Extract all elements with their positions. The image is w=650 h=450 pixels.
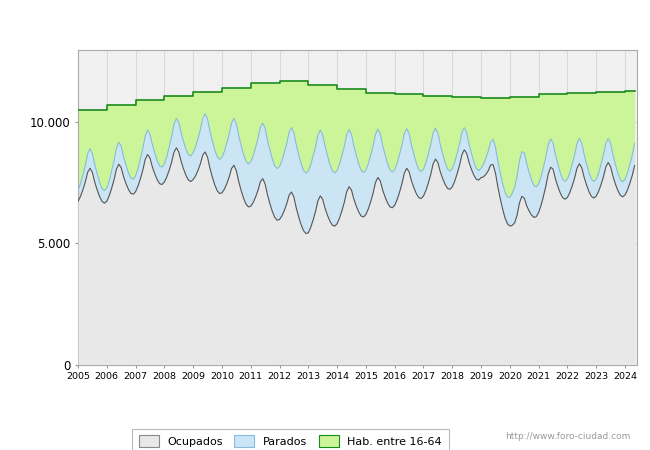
Legend: Ocupados, Parados, Hab. entre 16-64: Ocupados, Parados, Hab. entre 16-64 [132, 429, 448, 450]
Text: Palamós - Evolucion de la poblacion en edad de Trabajar Mayo de 2024: Palamós - Evolucion de la poblacion en e… [87, 16, 563, 29]
Text: FORO-CIUDAD.COM: FORO-CIUDAD.COM [192, 199, 523, 228]
Text: http://www.foro-ciudad.com: http://www.foro-ciudad.com [505, 432, 630, 441]
